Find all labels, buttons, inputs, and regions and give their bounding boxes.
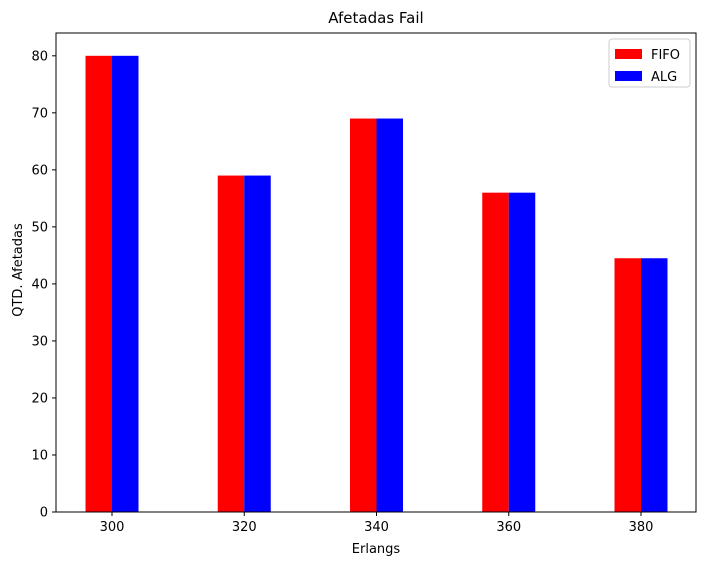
x-tick-label: 300 [100,520,125,535]
bars-group [85,55,668,513]
y-tick-label: 80 [31,49,48,64]
chart-title: Afetadas Fail [328,9,423,27]
bar-alg-300 [112,55,139,513]
y-tick-label: 50 [31,220,48,235]
y-tick-label: 20 [31,391,48,406]
bar-alg-380 [641,258,668,512]
legend-swatch-alg [615,71,642,81]
plot-frame [55,32,697,513]
bar-alg-320 [244,175,271,513]
y-tick-label: 60 [31,163,48,178]
bar-fifo-360 [482,192,509,512]
y-tick-label: 0 [40,506,48,521]
bar-fifo-320 [217,175,245,513]
bar-alg-360 [508,192,536,512]
x-tick-label: 340 [364,520,389,535]
legend: FIFO ALG [608,38,691,88]
y-tick-label: 30 [31,334,48,349]
legend-label-alg: ALG [651,70,677,85]
x-axis-title: Erlangs [352,542,401,557]
bar-fifo-380 [614,258,641,512]
bar-fifo-300 [85,55,112,513]
x-axis: 300 320 340 360 380 [100,512,654,535]
y-tick-label: 40 [31,277,48,292]
x-tick-label: 360 [496,520,521,535]
y-axis-title: QTD. Afetadas [11,223,26,317]
x-tick-label: 380 [629,520,654,535]
y-tick-label: 70 [31,106,48,121]
y-tick-label: 10 [31,448,48,463]
legend-label-fifo: FIFO [651,48,680,63]
legend-swatch-fifo [615,49,642,59]
x-tick-label: 320 [232,520,257,535]
y-axis: 0 10 20 30 40 50 60 70 80 [31,49,56,521]
bar-alg-340 [376,118,403,513]
bar-fifo-340 [350,118,377,513]
